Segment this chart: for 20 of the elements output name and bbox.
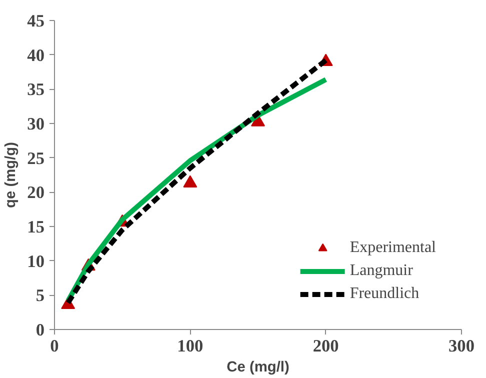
y-tick-label: 25 <box>27 148 45 168</box>
legend-label: Langmuir <box>350 262 413 280</box>
y-tick-label: 5 <box>36 286 45 306</box>
y-axis-title: qe (mg/g) <box>3 142 20 208</box>
y-tick-label: 15 <box>27 218 45 236</box>
y-tick-label: 10 <box>27 252 44 271</box>
x-tick-label: 0 <box>50 336 59 356</box>
legend-label: Experimental <box>350 239 436 257</box>
legend-label: Freundlich <box>350 285 420 303</box>
y-tick-label: 40 <box>27 46 44 65</box>
y-tick-label: 20 <box>27 183 44 202</box>
y-tick-label: 45 <box>27 12 45 30</box>
y-tick-label: 35 <box>27 80 45 100</box>
x-axis-title: Ce (mg/l) <box>226 360 290 376</box>
x-tick-label: 100 <box>177 336 204 356</box>
y-tick-label: 0 <box>36 320 45 340</box>
x-tick-label: 200 <box>312 336 339 356</box>
y-tick-label: 30 <box>27 114 44 134</box>
point <box>183 175 198 188</box>
x-tick-label: 300 <box>448 336 475 356</box>
